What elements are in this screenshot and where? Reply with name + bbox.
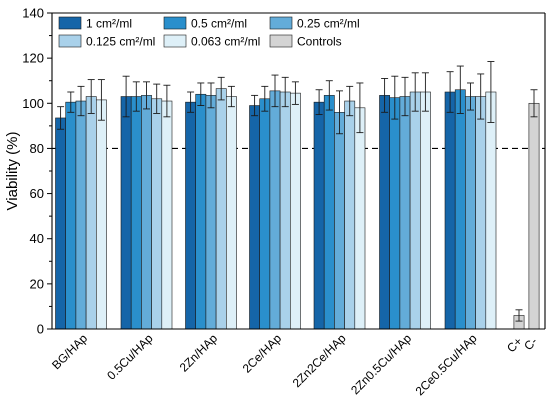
bar — [185, 101, 196, 330]
bar — [389, 97, 401, 330]
legend-swatch — [58, 16, 82, 30]
bar — [334, 112, 345, 330]
legend-label: 0.5 cm²/ml — [191, 17, 247, 31]
y-tick-label: 0 — [37, 322, 44, 337]
bar — [485, 91, 497, 330]
legend-swatch — [163, 16, 187, 30]
legend-label: 0.125 cm²/ml — [86, 35, 155, 49]
bar — [279, 91, 291, 330]
bar — [419, 91, 431, 330]
bar — [249, 105, 260, 330]
bar — [151, 98, 163, 330]
bar — [120, 96, 132, 330]
legend-swatch — [163, 34, 187, 48]
x-category-label: 0.5Cu/HAp — [104, 331, 156, 383]
x-category-label: 2Zn0.5Cu/HAp — [348, 331, 414, 397]
legend-label: 0.063 cm²/ml — [191, 35, 260, 49]
bar — [130, 96, 142, 330]
bar — [379, 95, 390, 330]
bar — [161, 100, 173, 330]
legend-swatch — [58, 34, 82, 48]
bar — [55, 117, 66, 330]
legend-swatch — [269, 34, 293, 48]
bar — [354, 107, 366, 330]
bar — [141, 95, 152, 330]
y-tick-label: 20 — [30, 276, 44, 291]
y-tick-label: 120 — [22, 51, 44, 66]
legend-label: Controls — [297, 35, 342, 49]
x-category-label: 2Zn2Ce/HAp — [290, 331, 349, 390]
y-tick-label: 80 — [30, 141, 44, 156]
x-category-label: 2Zn/HAp — [177, 331, 221, 375]
bar — [96, 99, 107, 330]
y-tick-label: 100 — [22, 96, 44, 111]
bar — [85, 96, 97, 330]
bar — [65, 101, 77, 330]
bar — [475, 96, 487, 330]
bar — [215, 88, 227, 330]
x-category-label: BG/HAp — [49, 331, 90, 372]
y-tick-label: 40 — [30, 231, 44, 246]
legend-label: 1 cm²/ml — [86, 17, 132, 31]
bar — [454, 89, 466, 330]
y-tick-label: 140 — [22, 6, 44, 21]
bar — [205, 95, 217, 330]
bar — [323, 95, 335, 330]
legend-label: 0.25 cm²/ml — [297, 17, 360, 31]
control-bar — [528, 102, 540, 330]
bar — [399, 96, 411, 330]
bar — [259, 98, 271, 330]
bar — [269, 90, 281, 330]
y-axis-label: Viability (%) — [4, 132, 21, 211]
bar — [289, 92, 301, 330]
control-category-label: C- — [521, 334, 540, 353]
x-category-label: 2Ce/HAp — [240, 331, 285, 376]
bar — [226, 96, 237, 330]
bar — [313, 101, 325, 330]
bar — [409, 91, 421, 330]
bar — [444, 91, 456, 330]
x-category-label: 2Ce0.5Cu/HAp — [413, 331, 480, 398]
bar — [465, 96, 476, 330]
bar — [195, 93, 207, 330]
y-tick-label: 60 — [30, 186, 44, 201]
bar — [75, 100, 87, 330]
bar — [344, 100, 356, 330]
legend-swatch — [269, 16, 293, 30]
